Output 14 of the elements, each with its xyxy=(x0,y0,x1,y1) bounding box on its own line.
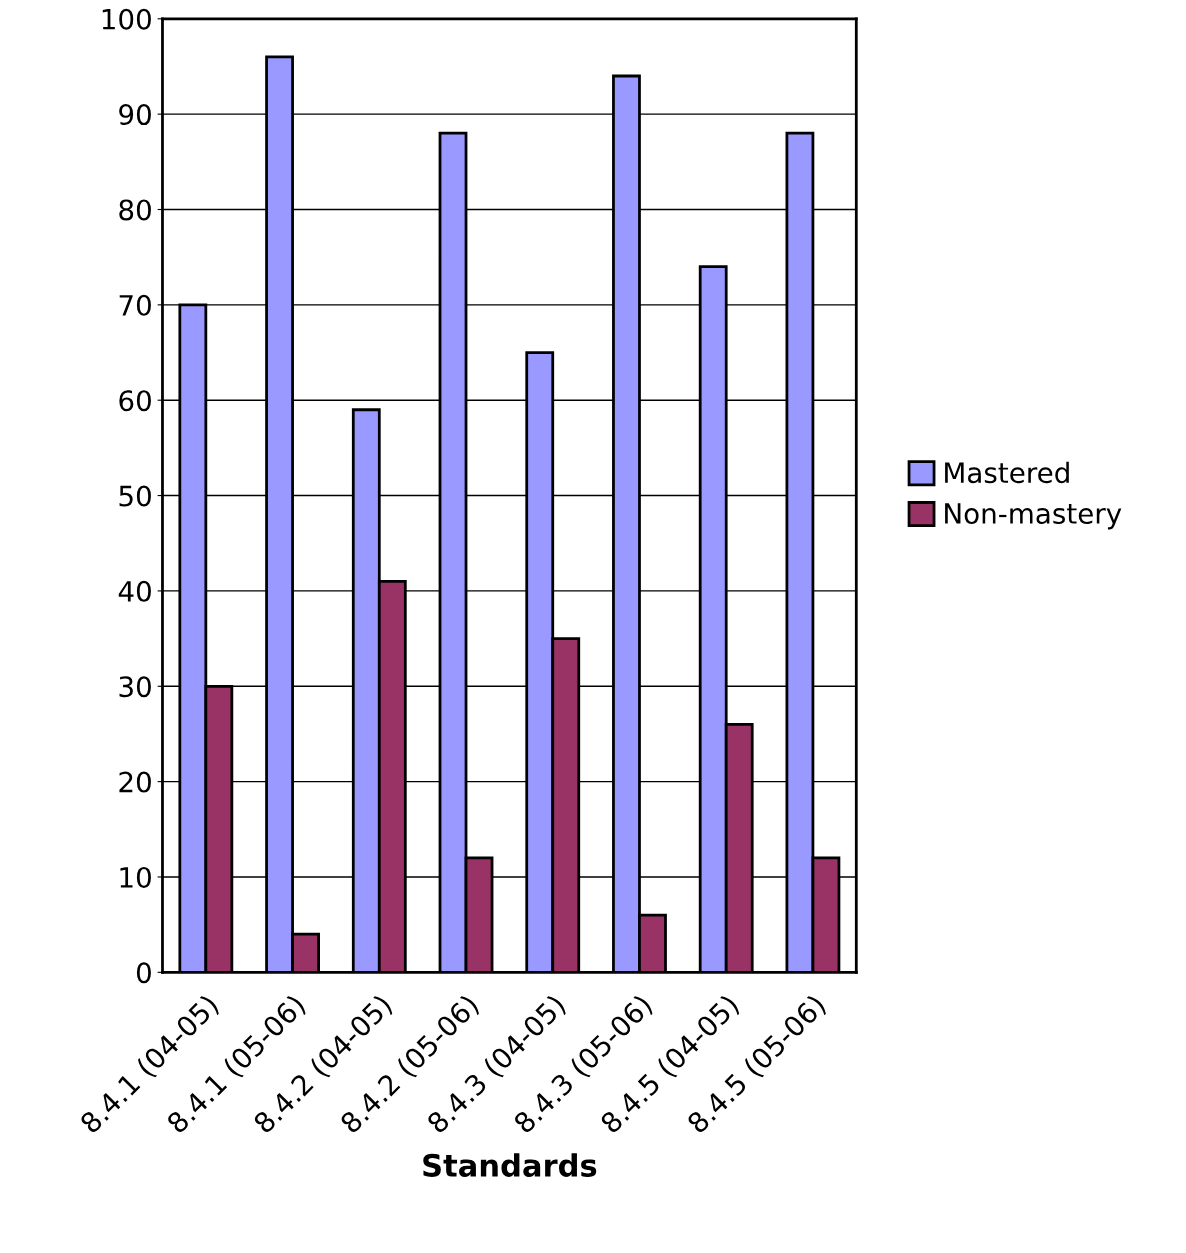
y-tick-label: 10 xyxy=(120,866,151,888)
y-tick-label: 70 xyxy=(119,294,151,316)
y-tick-label: 0 xyxy=(136,962,151,984)
y-tick-label: 80 xyxy=(119,199,151,221)
x-axis-title: Standards xyxy=(423,1153,597,1177)
y-tick-label: 90 xyxy=(119,104,151,126)
y-tick-label: 30 xyxy=(119,676,151,698)
y-tick-label: 100 xyxy=(102,8,151,30)
legend-label: Non-mastery xyxy=(945,503,1122,530)
y-tick-label: 20 xyxy=(119,771,151,793)
y-tick-label: 50 xyxy=(119,485,151,507)
y-tick-label: 60 xyxy=(119,390,151,412)
legend-label: Mastered xyxy=(945,461,1069,484)
y-tick-label: 40 xyxy=(118,580,151,602)
